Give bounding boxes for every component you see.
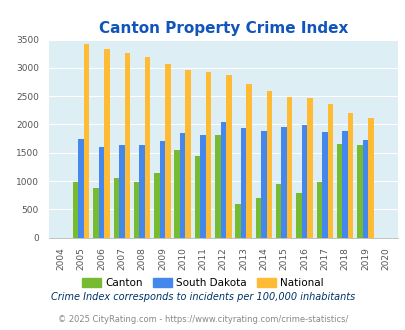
Bar (73, 182, 78, 238)
Bar (286, 97, 292, 238)
Bar (266, 91, 271, 238)
Bar (307, 98, 312, 238)
Bar (215, 135, 220, 238)
Bar (78, 139, 84, 238)
Bar (246, 84, 251, 238)
Bar (336, 144, 341, 238)
Bar (281, 127, 286, 238)
Bar (104, 49, 109, 238)
Bar (154, 173, 159, 238)
Bar (341, 131, 347, 238)
Bar (119, 145, 124, 238)
Bar (174, 150, 179, 238)
Bar (159, 142, 165, 238)
Bar (362, 140, 367, 238)
Bar (275, 184, 281, 238)
Bar (93, 188, 98, 238)
Bar (347, 113, 352, 238)
Bar (255, 198, 260, 238)
Bar (98, 147, 104, 238)
Bar (139, 145, 145, 238)
Bar (165, 64, 170, 238)
Bar (327, 104, 332, 238)
Bar (260, 131, 266, 238)
Bar (134, 182, 139, 238)
Bar (200, 135, 205, 238)
Bar (124, 53, 130, 238)
Bar (194, 156, 200, 238)
Bar (226, 75, 231, 238)
Bar (220, 122, 226, 238)
Bar (367, 118, 373, 238)
Bar (296, 193, 301, 238)
Legend: Canton, South Dakota, National: Canton, South Dakota, National (78, 274, 327, 292)
Bar (84, 44, 89, 238)
Bar (356, 145, 362, 238)
Text: Crime Index corresponds to incidents per 100,000 inhabitants: Crime Index corresponds to incidents per… (51, 292, 354, 302)
Bar (301, 125, 307, 238)
Bar (113, 178, 119, 238)
Bar (179, 133, 185, 238)
Bar (145, 56, 150, 238)
Bar (316, 182, 321, 238)
Bar (205, 72, 211, 238)
Text: © 2025 CityRating.com - https://www.cityrating.com/crime-statistics/: © 2025 CityRating.com - https://www.city… (58, 315, 347, 324)
Bar (235, 204, 240, 238)
Bar (185, 70, 190, 238)
Bar (240, 128, 246, 238)
Title: Canton Property Crime Index: Canton Property Crime Index (98, 21, 347, 36)
Bar (321, 132, 327, 238)
